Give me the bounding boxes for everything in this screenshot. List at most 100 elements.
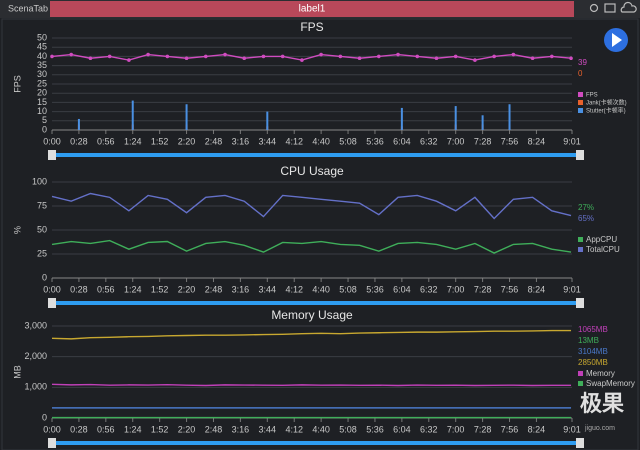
point — [165, 54, 170, 59]
x-tick-label: 0:00 — [43, 136, 61, 146]
point — [357, 56, 362, 61]
x-tick-label: 2:20 — [178, 424, 196, 434]
point — [415, 54, 420, 59]
y-tick-label: 10 — [37, 106, 47, 116]
tab-name[interactable]: ScenaTab — [8, 3, 48, 13]
toolbar-icons[interactable] — [589, 1, 637, 13]
x-tick-label: 5:08 — [339, 284, 357, 294]
x-tick-label: 3:44 — [259, 424, 277, 434]
legend-swatch — [578, 371, 583, 376]
x-tick-label: 0:56 — [97, 424, 115, 434]
x-tick-label: 1:24 — [124, 424, 142, 434]
y-tick-label: 15 — [37, 97, 47, 107]
legend-label: SwapMemory — [586, 379, 635, 388]
y-tick-label: 0 — [42, 412, 47, 422]
x-tick-label: 0:56 — [97, 284, 115, 294]
slider-handle[interactable] — [576, 150, 584, 160]
slider-handle[interactable] — [48, 438, 56, 448]
y-axis-label: MB — [12, 365, 22, 379]
x-tick-label: 7:56 — [501, 424, 519, 434]
x-tick-label: 7:00 — [447, 284, 465, 294]
x-tick-label: 5:08 — [339, 424, 357, 434]
y-tick-label: 5 — [42, 115, 47, 125]
y-tick-label: 1,000 — [24, 382, 47, 392]
x-tick-label: 2:48 — [205, 424, 223, 434]
x-tick-label: 4:40 — [312, 424, 330, 434]
chart-title: FPS — [300, 20, 323, 34]
x-tick-label: 9:01 — [563, 424, 581, 434]
x-tick-label: 6:32 — [420, 136, 438, 146]
y-tick-label: 3,000 — [24, 320, 47, 330]
watermark-brand: 极果 — [580, 391, 624, 416]
legend-swatch — [578, 92, 583, 97]
readout: 27% — [578, 203, 594, 212]
x-tick-label: 0:56 — [97, 136, 115, 146]
readout: 2850MB — [578, 358, 608, 367]
x-tick-label: 2:20 — [178, 136, 196, 146]
legend-label: Memory — [586, 369, 615, 378]
y-axis-label: FPS — [12, 75, 22, 93]
y-tick-label: 45 — [37, 42, 47, 52]
x-tick-label: 7:28 — [474, 136, 492, 146]
y-tick-label: 100 — [32, 176, 47, 186]
x-tick-label: 5:36 — [366, 424, 384, 434]
x-tick-label: 5:36 — [366, 136, 384, 146]
x-tick-label: 0:28 — [70, 284, 88, 294]
x-tick-label: 2:48 — [205, 136, 223, 146]
x-tick-label: 7:00 — [447, 136, 465, 146]
x-tick-label: 6:04 — [393, 136, 411, 146]
x-tick-label: 0:28 — [70, 424, 88, 434]
x-tick-label: 3:44 — [259, 136, 277, 146]
series-line — [51, 329, 572, 340]
series-line — [51, 383, 572, 387]
x-tick-label: 1:24 — [124, 284, 142, 294]
point — [338, 54, 343, 59]
y-tick-label: 0 — [42, 124, 47, 134]
x-tick-label: 4:12 — [285, 284, 303, 294]
legend-label: Stutter(卡顿率) — [586, 107, 626, 115]
legend-label: TotalCPU — [586, 245, 620, 254]
point — [50, 54, 54, 59]
y-axis-label: % — [12, 226, 22, 234]
play-icon — [612, 33, 622, 47]
series-line — [51, 239, 572, 254]
point — [127, 58, 131, 62]
slider-handle[interactable] — [48, 298, 56, 308]
legend-swatch — [578, 381, 583, 386]
point — [69, 52, 74, 57]
readout: 0 — [578, 69, 583, 78]
slider-handle[interactable] — [576, 438, 584, 448]
point — [203, 54, 208, 59]
point — [453, 54, 458, 59]
x-tick-label: 3:16 — [232, 284, 250, 294]
x-tick-label: 8:24 — [528, 136, 546, 146]
x-tick-label: 9:01 — [563, 284, 581, 294]
legend-label: FPS — [586, 93, 598, 99]
x-tick-label: 3:16 — [232, 424, 250, 434]
x-tick-label: 3:44 — [259, 284, 277, 294]
readout: 39 — [578, 58, 587, 67]
point — [242, 56, 247, 61]
point — [530, 56, 535, 61]
readout: 13MB — [578, 336, 599, 345]
y-tick-label: 0 — [42, 272, 47, 282]
y-tick-label: 50 — [37, 32, 47, 42]
y-tick-label: 30 — [37, 69, 47, 79]
point — [146, 52, 150, 57]
slider-handle[interactable] — [48, 150, 56, 160]
x-tick-label: 8:24 — [528, 424, 546, 434]
point — [434, 56, 439, 61]
x-tick-label: 6:04 — [393, 284, 411, 294]
x-tick-label: 7:56 — [501, 136, 519, 146]
slider-handle[interactable] — [576, 298, 584, 308]
x-tick-label: 6:32 — [420, 284, 438, 294]
watermark-site: jiguo.com — [584, 425, 615, 432]
point — [107, 54, 112, 59]
label-tab[interactable] — [50, 1, 574, 17]
series-line — [51, 192, 572, 220]
chart-title: Memory Usage — [271, 308, 353, 322]
readout: 3104MB — [578, 347, 608, 356]
point — [511, 52, 516, 57]
point — [223, 52, 227, 57]
